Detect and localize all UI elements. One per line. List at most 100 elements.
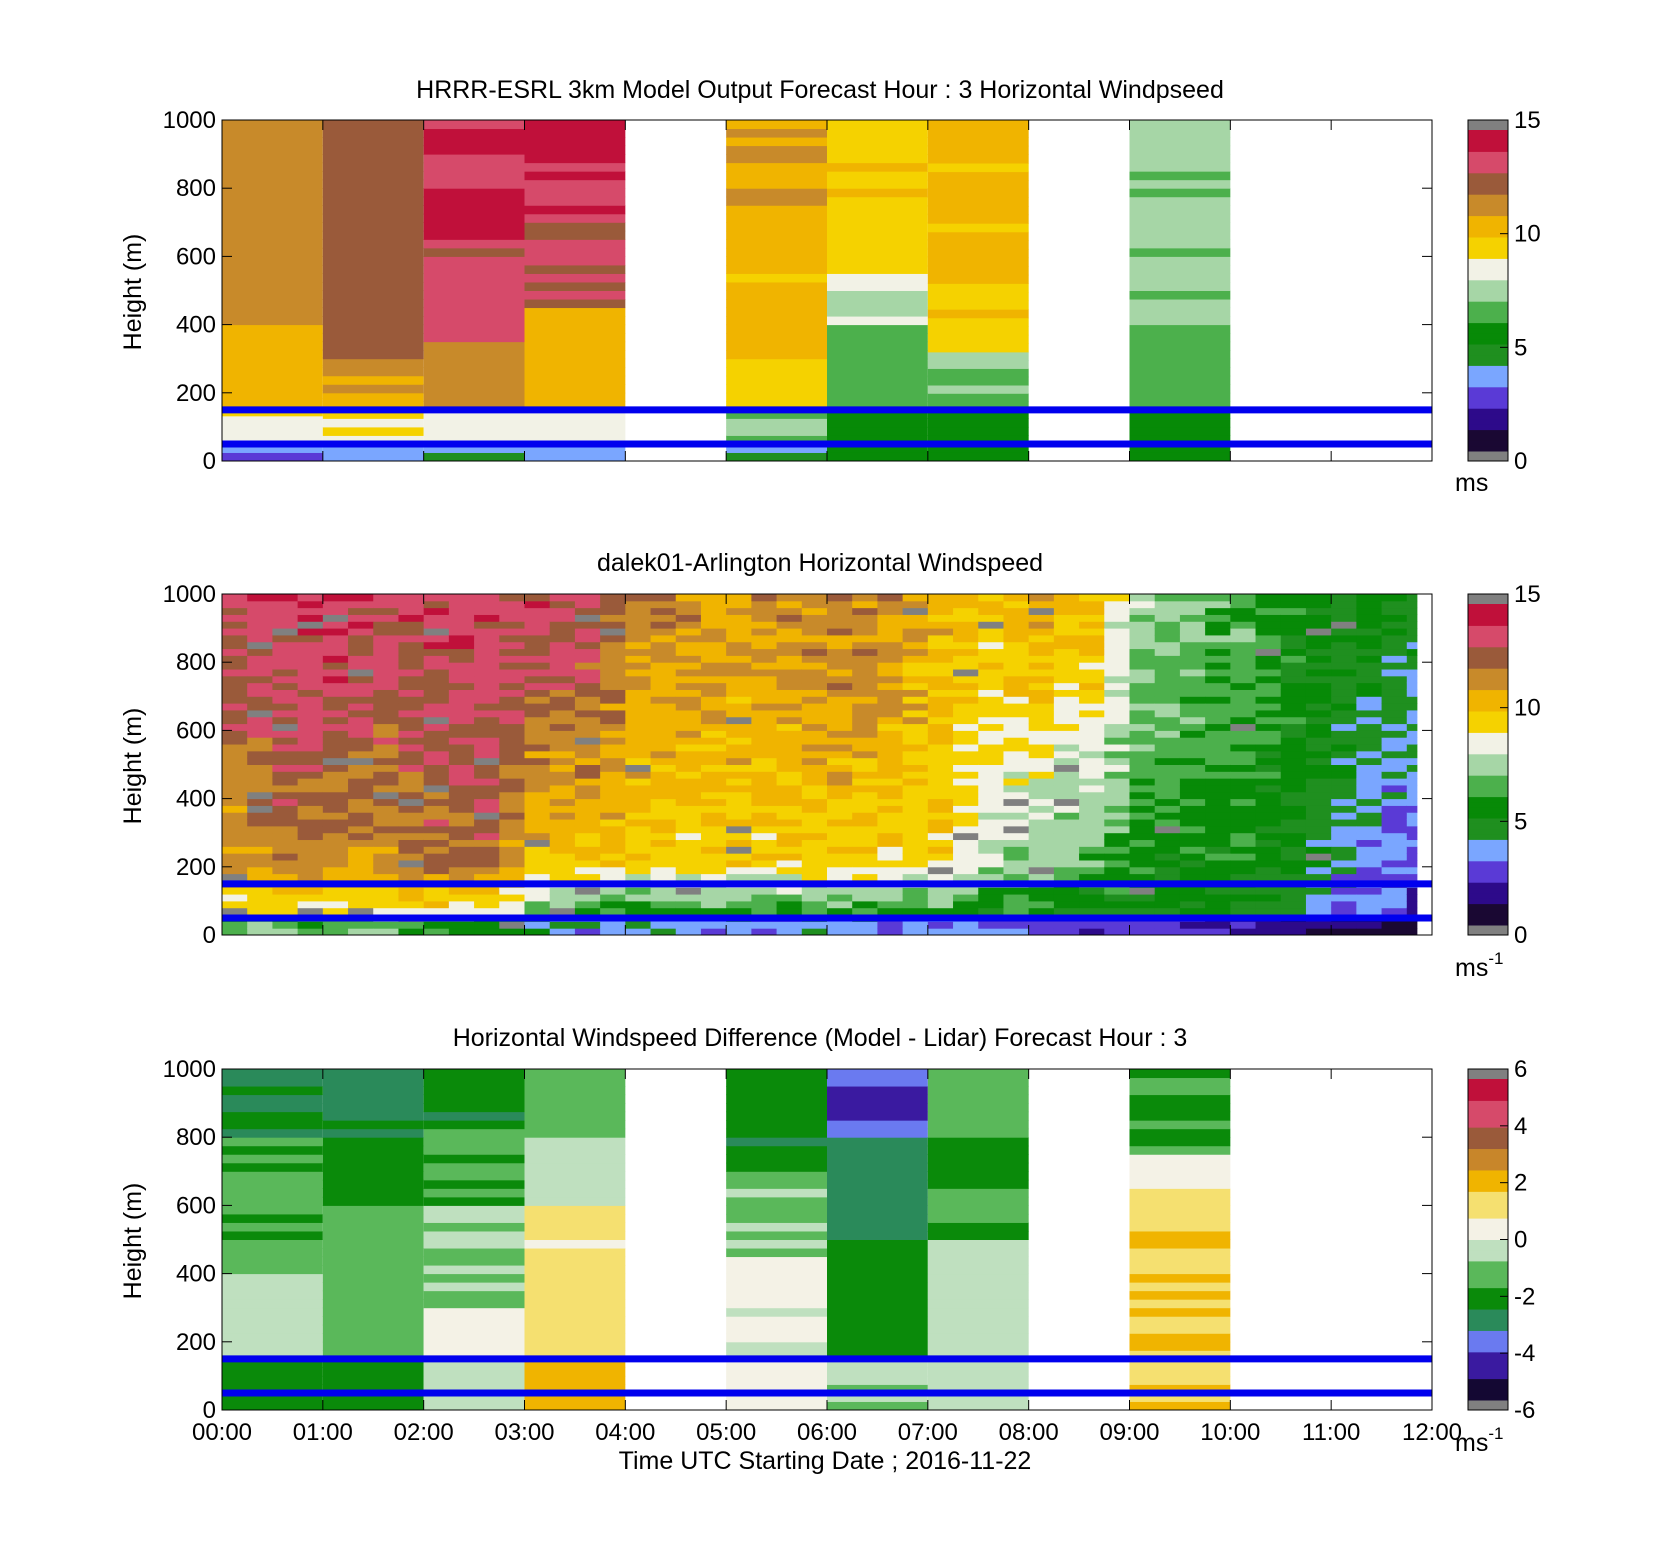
heatmap-cell (297, 703, 324, 711)
heatmap-cell (373, 641, 399, 650)
heatmap-cell (1179, 628, 1206, 636)
heatmap-cell (423, 812, 450, 820)
heatmap-column (297, 594, 324, 936)
heatmap-cell (549, 900, 576, 909)
heatmap-cell (549, 846, 576, 854)
heatmap-cell (1280, 798, 1307, 806)
heatmap-cell (322, 853, 349, 861)
heatmap-cell (1104, 723, 1130, 731)
heatmap-cell (1406, 703, 1418, 711)
heatmap-cell (726, 1299, 827, 1309)
heatmap-cell (1079, 648, 1105, 656)
heatmap-cell (1230, 723, 1257, 731)
heatmap-cell (524, 1120, 626, 1130)
heatmap-cell (776, 825, 803, 834)
heatmap-cell (827, 350, 928, 360)
heatmap-cell (1154, 600, 1181, 609)
heatmap-cell (322, 1213, 424, 1223)
heatmap-cell (877, 621, 904, 629)
heatmap-cell (1331, 866, 1357, 875)
heatmap-cell (675, 689, 702, 697)
heatmap-cell (549, 778, 576, 786)
heatmap-cell (1205, 744, 1231, 752)
heatmap-cell (1003, 771, 1030, 779)
heatmap-cell (222, 1196, 323, 1206)
heatmap-cell (1230, 655, 1257, 663)
heatmap-cell (322, 866, 349, 875)
heatmap-cell (322, 162, 424, 172)
heatmap-cell (726, 621, 752, 629)
heatmap-cell (1028, 839, 1055, 847)
heatmap-cell (625, 655, 652, 663)
heatmap-cell (827, 188, 928, 198)
heatmap-cell (1003, 594, 1030, 602)
heatmap-cell (222, 607, 248, 615)
heatmap-cell (423, 696, 450, 704)
heatmap-cell (801, 764, 828, 772)
heatmap-cell (953, 750, 979, 759)
heatmap-cell (474, 819, 500, 827)
heatmap-cell (423, 1333, 525, 1343)
colorbar-tick-label: 4 (1514, 1113, 1527, 1140)
heatmap-cell (927, 443, 1029, 453)
heatmap-cell (1230, 607, 1257, 615)
heatmap-cell (222, 675, 248, 684)
colorbar-step (1468, 333, 1508, 340)
heatmap-cell (1129, 1256, 1231, 1266)
heatmap-column (801, 594, 828, 936)
heatmap-cell (1205, 723, 1231, 731)
heatmap-cell (423, 921, 450, 929)
heatmap-cell (927, 145, 1029, 155)
heatmap-cell (574, 669, 601, 677)
heatmap-cell (423, 628, 450, 636)
heatmap-cell (348, 853, 374, 861)
heatmap-cell (801, 921, 828, 929)
heatmap-cell (1104, 744, 1130, 752)
heatmap-cell (474, 900, 500, 909)
heatmap-cell (1406, 873, 1418, 881)
heatmap-cell (423, 426, 525, 436)
heatmap-cell (953, 594, 979, 602)
heatmap-cell (978, 723, 1004, 731)
heatmap-cell (1255, 648, 1282, 656)
heatmap-cell (499, 771, 525, 779)
heatmap-cell (474, 812, 500, 820)
heatmap-cell (600, 703, 626, 711)
heatmap-cell (247, 853, 273, 861)
heatmap-cell (978, 600, 1004, 609)
heatmap-cell (322, 1248, 424, 1258)
heatmap-cell (801, 757, 828, 765)
heatmap-cell (877, 696, 904, 704)
heatmap-cell (1406, 634, 1418, 643)
heatmap-cell (222, 1154, 323, 1164)
heatmap-cell (272, 771, 299, 779)
heatmap-cell (953, 662, 979, 670)
colorbar-step (1468, 317, 1508, 324)
heatmap-cell (1305, 866, 1332, 875)
colorbar-step (1468, 440, 1508, 447)
heatmap-cell (474, 621, 500, 629)
heatmap-cell (827, 1307, 928, 1317)
heatmap-cell (927, 1069, 1029, 1079)
heatmap-cell (1179, 689, 1206, 697)
heatmap-cell (1381, 634, 1408, 643)
heatmap-cell (978, 921, 1004, 929)
heatmap-cell (574, 757, 601, 765)
heatmap-cell (877, 819, 904, 827)
heatmap-cell (877, 846, 904, 854)
heatmap-cell (1129, 1316, 1231, 1326)
heatmap-cell (398, 853, 425, 861)
heatmap-cell (650, 928, 677, 936)
heatmap-cell (1230, 689, 1257, 697)
heatmap-cell (1305, 791, 1332, 800)
heatmap-cell (322, 1290, 424, 1300)
heatmap-cell (1179, 839, 1206, 847)
heatmap-cell (574, 921, 601, 929)
colorbar-step (1468, 609, 1508, 616)
heatmap-cell (827, 662, 853, 670)
heatmap-cell (423, 392, 525, 402)
heatmap-cell (1129, 205, 1231, 215)
heatmap-cell (373, 846, 399, 854)
heatmap-cell (852, 928, 878, 936)
heatmap-cell (222, 689, 248, 697)
